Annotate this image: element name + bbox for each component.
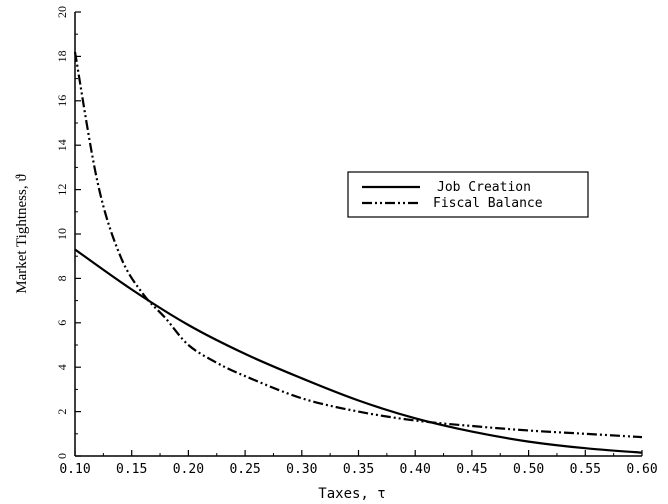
x-tick-label: 0.50 bbox=[513, 462, 544, 477]
x-tick-label: 0.40 bbox=[400, 462, 431, 477]
x-tick-label: 0.10 bbox=[59, 462, 90, 477]
y-tick-label: 8 bbox=[55, 275, 69, 281]
series-layer bbox=[73, 51, 643, 454]
x-tick-label: 0.30 bbox=[286, 462, 317, 477]
x-tick-label: 0.25 bbox=[229, 462, 260, 477]
axes bbox=[74, 12, 642, 457]
y-tick-label: 4 bbox=[55, 364, 69, 370]
y-tick-label: 20 bbox=[55, 6, 69, 18]
y-tick-label: 0 bbox=[55, 453, 69, 459]
y-tick-label: 10 bbox=[55, 228, 69, 240]
legend: Job Creation Fiscal Balance bbox=[347, 171, 589, 218]
x-tick-label: 0.35 bbox=[343, 462, 374, 477]
series-line-job-creation bbox=[74, 248, 643, 454]
x-tick-label: 0.15 bbox=[116, 462, 147, 477]
x-tick-label: 0.20 bbox=[173, 462, 204, 477]
x-tick-label: 0.60 bbox=[626, 462, 657, 477]
x-tick-label: 0.55 bbox=[570, 462, 601, 477]
series-line-fiscal-balance bbox=[73, 51, 643, 439]
y-tick-label: 18 bbox=[55, 50, 69, 62]
legend-box bbox=[347, 171, 589, 218]
legend-label-fiscal-balance: Fiscal Balance bbox=[433, 196, 543, 211]
y-tick-label: 16 bbox=[55, 95, 69, 107]
y-tick-label: 2 bbox=[55, 409, 69, 415]
y-tick-label: 12 bbox=[55, 184, 69, 196]
y-axis-ticks: 0 2 4 6 8 10 12 14 16 18 20 bbox=[55, 6, 81, 459]
y-axis-label: Market Tightness, ϑ bbox=[14, 174, 30, 294]
y-tick-label: 14 bbox=[55, 139, 69, 151]
x-tick-label: 0.45 bbox=[456, 462, 487, 477]
y-tick-label: 6 bbox=[55, 320, 69, 326]
x-axis-ticks: 0.10 0.15 0.20 0.25 0.30 0.35 0.40 0.45 0.50 0.55… bbox=[59, 450, 658, 477]
legend-label-job-creation: Job Creation bbox=[437, 180, 531, 195]
x-axis-label: Taxes, τ bbox=[318, 486, 385, 502]
